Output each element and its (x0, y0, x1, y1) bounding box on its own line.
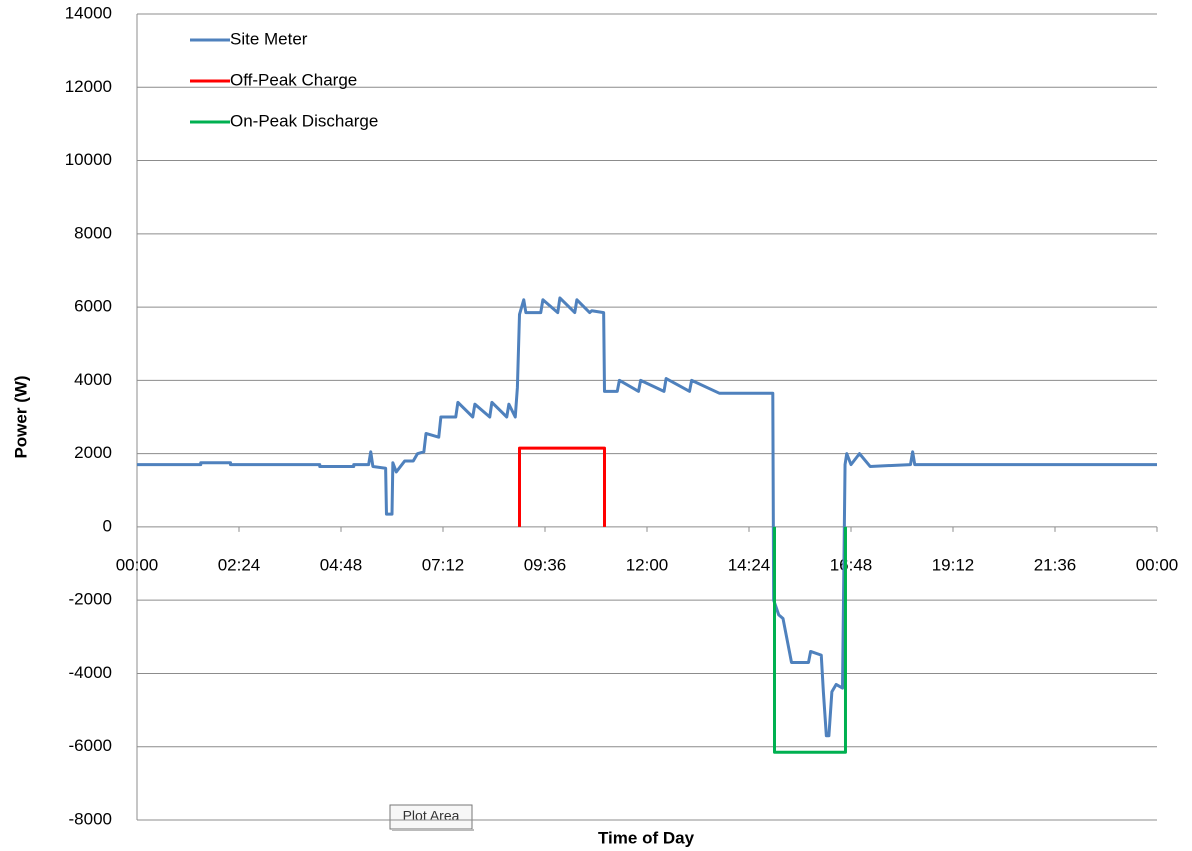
y-tick-label: 6000 (74, 297, 112, 316)
y-tick-label: 12000 (65, 77, 112, 96)
series-line (518, 446, 606, 527)
x-tick-label: 07:12 (422, 555, 465, 574)
grid (137, 13, 1157, 821)
y-tick-label: 0 (103, 516, 112, 535)
y-tick-label: -2000 (69, 590, 112, 609)
x-axis-title: Time of Day (598, 828, 695, 847)
y-tick-label: 10000 (65, 150, 112, 169)
tooltip-box (389, 804, 473, 830)
legend-label: Off-Peak Charge (230, 70, 357, 89)
legend-label: Site Meter (230, 29, 308, 48)
x-tick-label: 02:24 (218, 555, 261, 574)
x-tick-label: 16:48 (830, 555, 873, 574)
y-tick-label: 2000 (74, 443, 112, 462)
y-tick-label: -6000 (69, 736, 112, 755)
y-tick-label: -8000 (69, 809, 112, 828)
x-tick-label: 00:00 (116, 555, 159, 574)
legend-label: On-Peak Discharge (230, 111, 378, 130)
tooltip-text: Plot Area (403, 808, 460, 824)
x-tick-label: 19:12 (932, 555, 975, 574)
tooltip: Plot Area (389, 804, 474, 831)
y-tick-label: 4000 (74, 370, 112, 389)
y-tick-label: -4000 (69, 663, 112, 682)
tooltip-shadow (392, 829, 474, 831)
series-line (137, 296, 1157, 738)
x-tick-label: 14:24 (728, 555, 771, 574)
x-tick-label: 21:36 (1034, 555, 1077, 574)
x-tick-label: 00:00 (1136, 555, 1179, 574)
y-tick-label: 8000 (74, 223, 112, 242)
x-tick-label: 12:00 (626, 555, 669, 574)
series-line (773, 526, 847, 754)
y-tick-label: 14000 (65, 3, 112, 22)
y-axis-title: Power (W) (11, 375, 30, 458)
x-tick-label: 09:36 (524, 555, 567, 574)
x-tick-label: 04:48 (320, 555, 363, 574)
